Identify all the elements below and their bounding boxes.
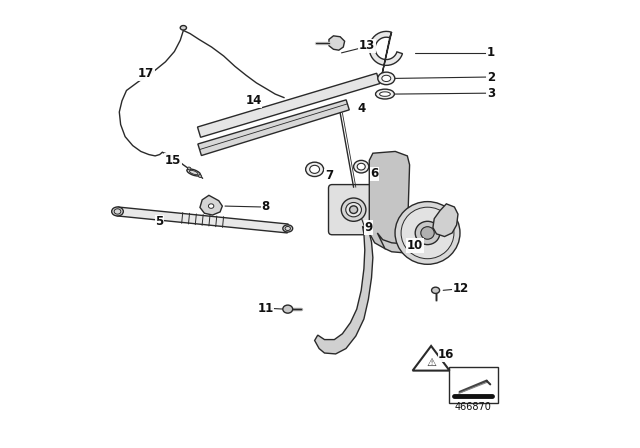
Ellipse shape <box>349 206 358 214</box>
Ellipse shape <box>382 75 391 82</box>
Text: 10: 10 <box>407 239 423 252</box>
Polygon shape <box>382 32 392 75</box>
Polygon shape <box>198 73 380 137</box>
Polygon shape <box>433 204 458 237</box>
Text: 12: 12 <box>453 282 469 296</box>
Text: 9: 9 <box>364 221 372 234</box>
Ellipse shape <box>283 225 292 232</box>
Ellipse shape <box>346 202 362 217</box>
Ellipse shape <box>415 221 440 245</box>
FancyBboxPatch shape <box>449 367 498 403</box>
FancyBboxPatch shape <box>328 185 379 235</box>
Text: 8: 8 <box>261 200 269 214</box>
Ellipse shape <box>378 72 395 85</box>
Ellipse shape <box>283 305 292 313</box>
Text: 4: 4 <box>357 102 365 115</box>
Ellipse shape <box>306 162 324 177</box>
Ellipse shape <box>380 92 390 96</box>
Polygon shape <box>315 226 373 354</box>
Polygon shape <box>413 346 449 370</box>
Ellipse shape <box>376 89 394 99</box>
Text: ⚠: ⚠ <box>426 358 436 368</box>
Ellipse shape <box>198 175 202 177</box>
Text: 16: 16 <box>438 348 454 362</box>
Ellipse shape <box>421 227 435 239</box>
Ellipse shape <box>431 287 440 293</box>
Text: 13: 13 <box>359 39 375 52</box>
Ellipse shape <box>354 160 369 173</box>
Polygon shape <box>198 100 349 155</box>
Ellipse shape <box>357 164 365 170</box>
Text: 17: 17 <box>138 67 154 81</box>
Polygon shape <box>329 36 345 50</box>
Text: 7: 7 <box>325 169 333 182</box>
Polygon shape <box>369 151 410 250</box>
Polygon shape <box>117 207 288 233</box>
Ellipse shape <box>395 202 460 264</box>
Ellipse shape <box>187 169 200 176</box>
Polygon shape <box>378 233 440 253</box>
Ellipse shape <box>310 165 319 173</box>
Text: 14: 14 <box>246 94 262 108</box>
Text: 6: 6 <box>371 167 379 181</box>
Text: 1: 1 <box>487 46 495 60</box>
Ellipse shape <box>180 26 186 30</box>
Text: 15: 15 <box>165 154 181 167</box>
Ellipse shape <box>188 167 191 170</box>
Text: 11: 11 <box>257 302 273 315</box>
Ellipse shape <box>341 198 366 221</box>
Polygon shape <box>200 195 222 215</box>
Text: 5: 5 <box>156 215 164 228</box>
Text: 2: 2 <box>487 70 495 84</box>
Ellipse shape <box>112 207 124 216</box>
Text: 3: 3 <box>487 86 495 100</box>
Ellipse shape <box>401 207 454 259</box>
Text: 466870: 466870 <box>455 402 492 412</box>
Polygon shape <box>369 31 403 65</box>
Ellipse shape <box>209 204 214 208</box>
